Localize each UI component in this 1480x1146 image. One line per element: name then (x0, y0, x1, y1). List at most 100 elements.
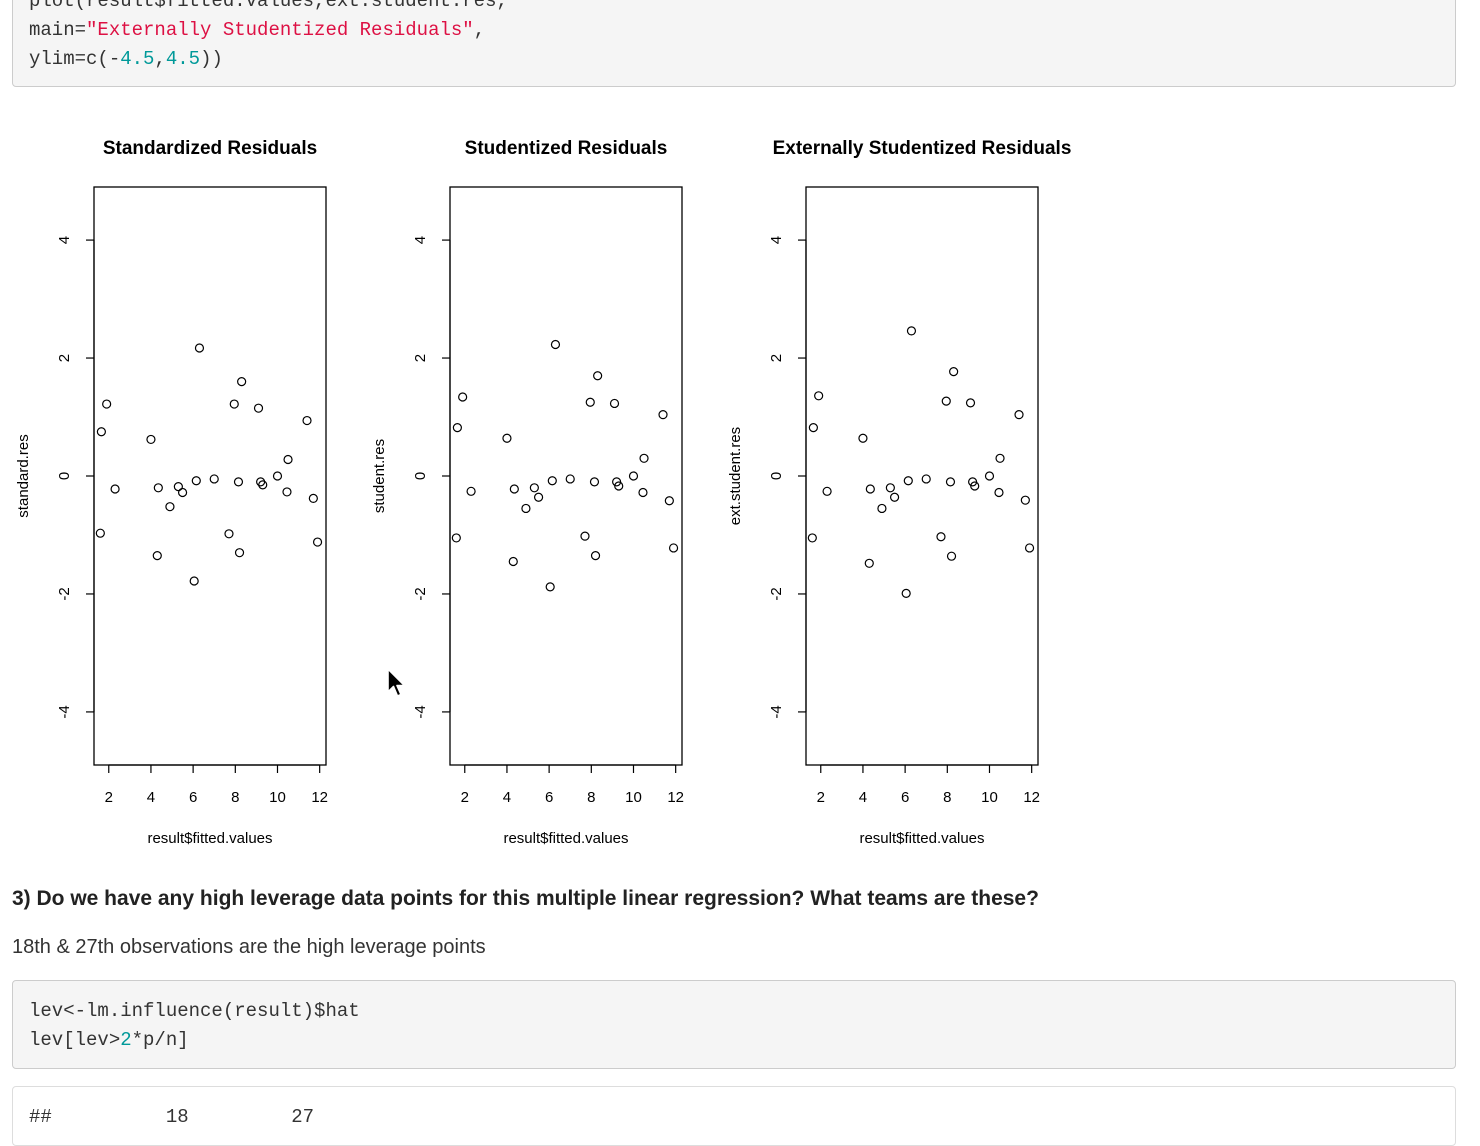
data-point (1020, 495, 1030, 505)
y-tick-label: 0 (56, 472, 73, 480)
data-point (312, 537, 323, 547)
x-tick-label: 8 (943, 789, 951, 806)
data-point (95, 528, 105, 538)
plot-frame (93, 186, 327, 766)
x-tick-label: 4 (147, 789, 155, 806)
data-point (466, 486, 476, 496)
data-point (302, 415, 312, 426)
y-tick-label: -4 (412, 705, 429, 718)
plot-title: Externally Studentized Residuals (773, 138, 1072, 159)
y-tick-label: -2 (56, 587, 73, 600)
data-point (994, 487, 1004, 498)
y-tick-label: 0 (412, 472, 429, 480)
data-point (565, 474, 575, 484)
data-point (585, 397, 595, 407)
x-tick-label: 10 (981, 789, 998, 806)
data-point (889, 492, 900, 502)
x-tick-label: 4 (503, 789, 511, 806)
code-token: , (473, 19, 486, 41)
y-axis-label: student.res (371, 439, 388, 513)
data-point (658, 410, 668, 420)
data-point (921, 474, 931, 484)
data-point (593, 371, 603, 381)
x-tick-label: 2 (105, 789, 113, 806)
data-point (945, 477, 956, 487)
data-point (253, 403, 264, 413)
data-point (229, 399, 239, 409)
code-token: , (154, 48, 166, 70)
data-point (237, 377, 247, 387)
data-point (814, 391, 824, 401)
data-point (508, 556, 518, 567)
data-point (194, 343, 205, 353)
data-point (638, 487, 648, 498)
data-point (1024, 543, 1035, 553)
y-tick-label: -4 (56, 705, 73, 718)
data-point (901, 588, 911, 598)
data-point (165, 502, 175, 512)
data-point (173, 482, 183, 492)
code-token: *p/n] (131, 1029, 189, 1051)
code-token: lev[lev> (29, 1029, 121, 1051)
code-token: ylim=c(- (29, 48, 121, 70)
x-tick-label: 8 (231, 789, 239, 806)
y-tick-label: 2 (56, 354, 73, 362)
code-token: 4.5 (165, 48, 201, 70)
question-heading: 3) Do we have any high leverage data poi… (12, 887, 1039, 910)
data-point (224, 529, 234, 539)
x-axis-label: result$fitted.values (147, 830, 272, 847)
y-tick-label: 4 (768, 236, 785, 244)
code-token: main= (29, 19, 87, 41)
data-point (668, 543, 679, 553)
plot-title: Studentized Residuals (465, 138, 668, 159)
data-point (903, 476, 913, 486)
y-tick-label: -2 (768, 587, 785, 600)
data-point (865, 484, 875, 494)
data-point (234, 548, 245, 558)
data-point (152, 551, 162, 561)
y-axis: -4 -2 0 2 4 (412, 236, 451, 719)
data-point (858, 433, 868, 443)
y-axis-label: ext.student.res (727, 427, 744, 525)
mouse-pointer-icon (387, 668, 406, 697)
code-token: )) (200, 48, 223, 70)
data-point (906, 326, 917, 336)
code-token: plot(result$fitted.values,ext.student.re… (29, 0, 508, 12)
data-point (822, 486, 832, 496)
answer-text: 18th & 27th observations are the high le… (12, 936, 486, 958)
x-tick-label: 6 (545, 789, 553, 806)
data-point (521, 503, 531, 514)
y-tick-label: 2 (768, 354, 785, 362)
data-point (808, 423, 818, 433)
data-point (946, 551, 957, 561)
data-point (533, 492, 544, 502)
code-line: ylim=c(-4.5,4.5)) (29, 45, 1439, 74)
data-point (233, 477, 244, 487)
x-tick-label: 12 (1023, 789, 1040, 806)
code-line: lev<-lm.influence(result)$hat (29, 997, 1439, 1026)
x-tick-label: 2 (461, 789, 469, 806)
data-point (282, 487, 292, 497)
data-point (639, 453, 649, 463)
y-axis-label: standard.res (15, 434, 32, 517)
data-point (272, 471, 283, 481)
y-tick-label: 2 (412, 354, 429, 362)
data-point (807, 533, 817, 543)
x-tick-label: 12 (311, 789, 328, 806)
data-point (502, 433, 512, 443)
data-point (452, 423, 462, 433)
data-point (153, 483, 163, 493)
y-tick-label: -4 (768, 705, 785, 718)
data-point (995, 453, 1005, 463)
code-line: main="Externally Studentized Residuals", (29, 16, 1439, 45)
x-tick-label: 10 (269, 789, 286, 806)
data-point (580, 531, 590, 541)
data-point (609, 398, 620, 409)
data-point (590, 551, 601, 561)
data-point (970, 481, 980, 491)
data-point (209, 474, 219, 484)
data-point (547, 476, 557, 486)
data-point (458, 392, 468, 402)
code-output-block: ## 18 27 (12, 1086, 1456, 1146)
data-point (283, 454, 293, 465)
